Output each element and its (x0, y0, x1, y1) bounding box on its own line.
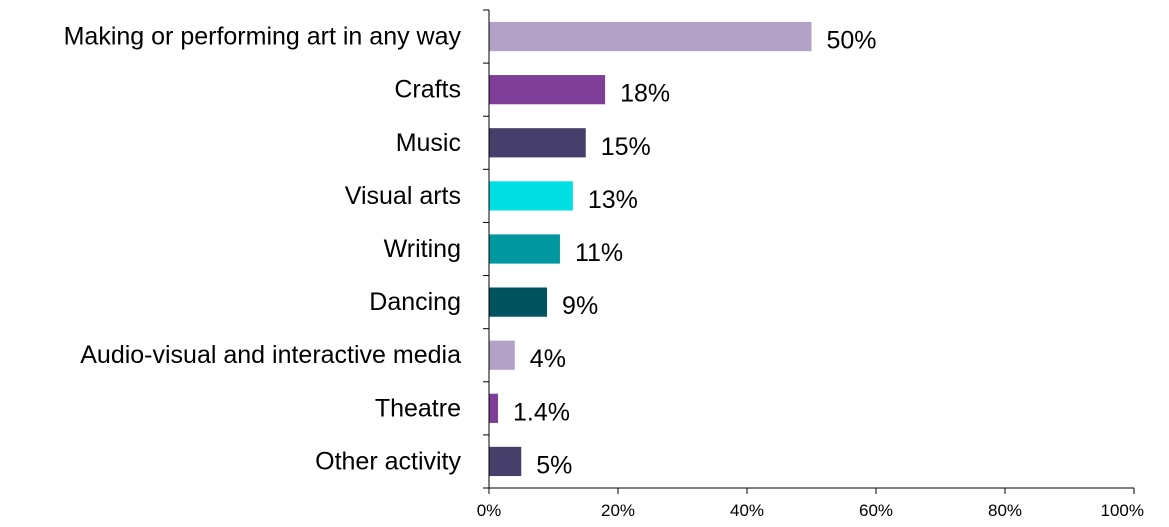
bar (489, 340, 515, 370)
category-label: Audio-visual and interactive media (80, 341, 461, 369)
x-tick-label: 0% (477, 501, 502, 520)
x-tick-label: 80% (988, 501, 1022, 520)
category-label: Other activity (315, 447, 461, 475)
bar (489, 21, 812, 52)
x-tick-label: 20% (601, 501, 635, 520)
category-label: Visual arts (345, 182, 461, 210)
value-label: 11% (575, 239, 623, 267)
value-label: 13% (588, 186, 638, 214)
bar (489, 234, 560, 264)
value-label: 15% (601, 133, 651, 161)
bar (489, 128, 586, 158)
value-label: 18% (620, 80, 670, 108)
category-labels-group: Making or performing art in any way Craft… (64, 23, 462, 476)
value-label: 5% (536, 451, 572, 479)
x-tick-label: 40% (730, 501, 764, 520)
value-label: 4% (530, 345, 566, 373)
bar (489, 393, 499, 423)
axes-group: 0% 20% 40% 60% 80% 100% (477, 9, 1144, 520)
category-label: Writing (384, 235, 461, 263)
x-tick-label: 60% (859, 501, 893, 520)
bar (489, 287, 548, 317)
value-label: 9% (562, 292, 598, 320)
value-label: 50% (827, 27, 877, 55)
value-labels-group: 50% 18% 15% 13% 11% 9% 4% 1.4% 5% (513, 27, 877, 480)
x-tick-label: 100% (1101, 501, 1144, 520)
category-label: Dancing (369, 288, 461, 316)
category-label: Music (396, 129, 461, 157)
category-label: Crafts (394, 76, 461, 104)
bar (489, 181, 573, 211)
value-label: 1.4% (513, 398, 570, 426)
bars-group (489, 21, 812, 477)
category-label: Theatre (375, 394, 461, 422)
category-label: Making or performing art in any way (64, 23, 462, 51)
bar (489, 446, 522, 477)
bar (489, 75, 606, 105)
